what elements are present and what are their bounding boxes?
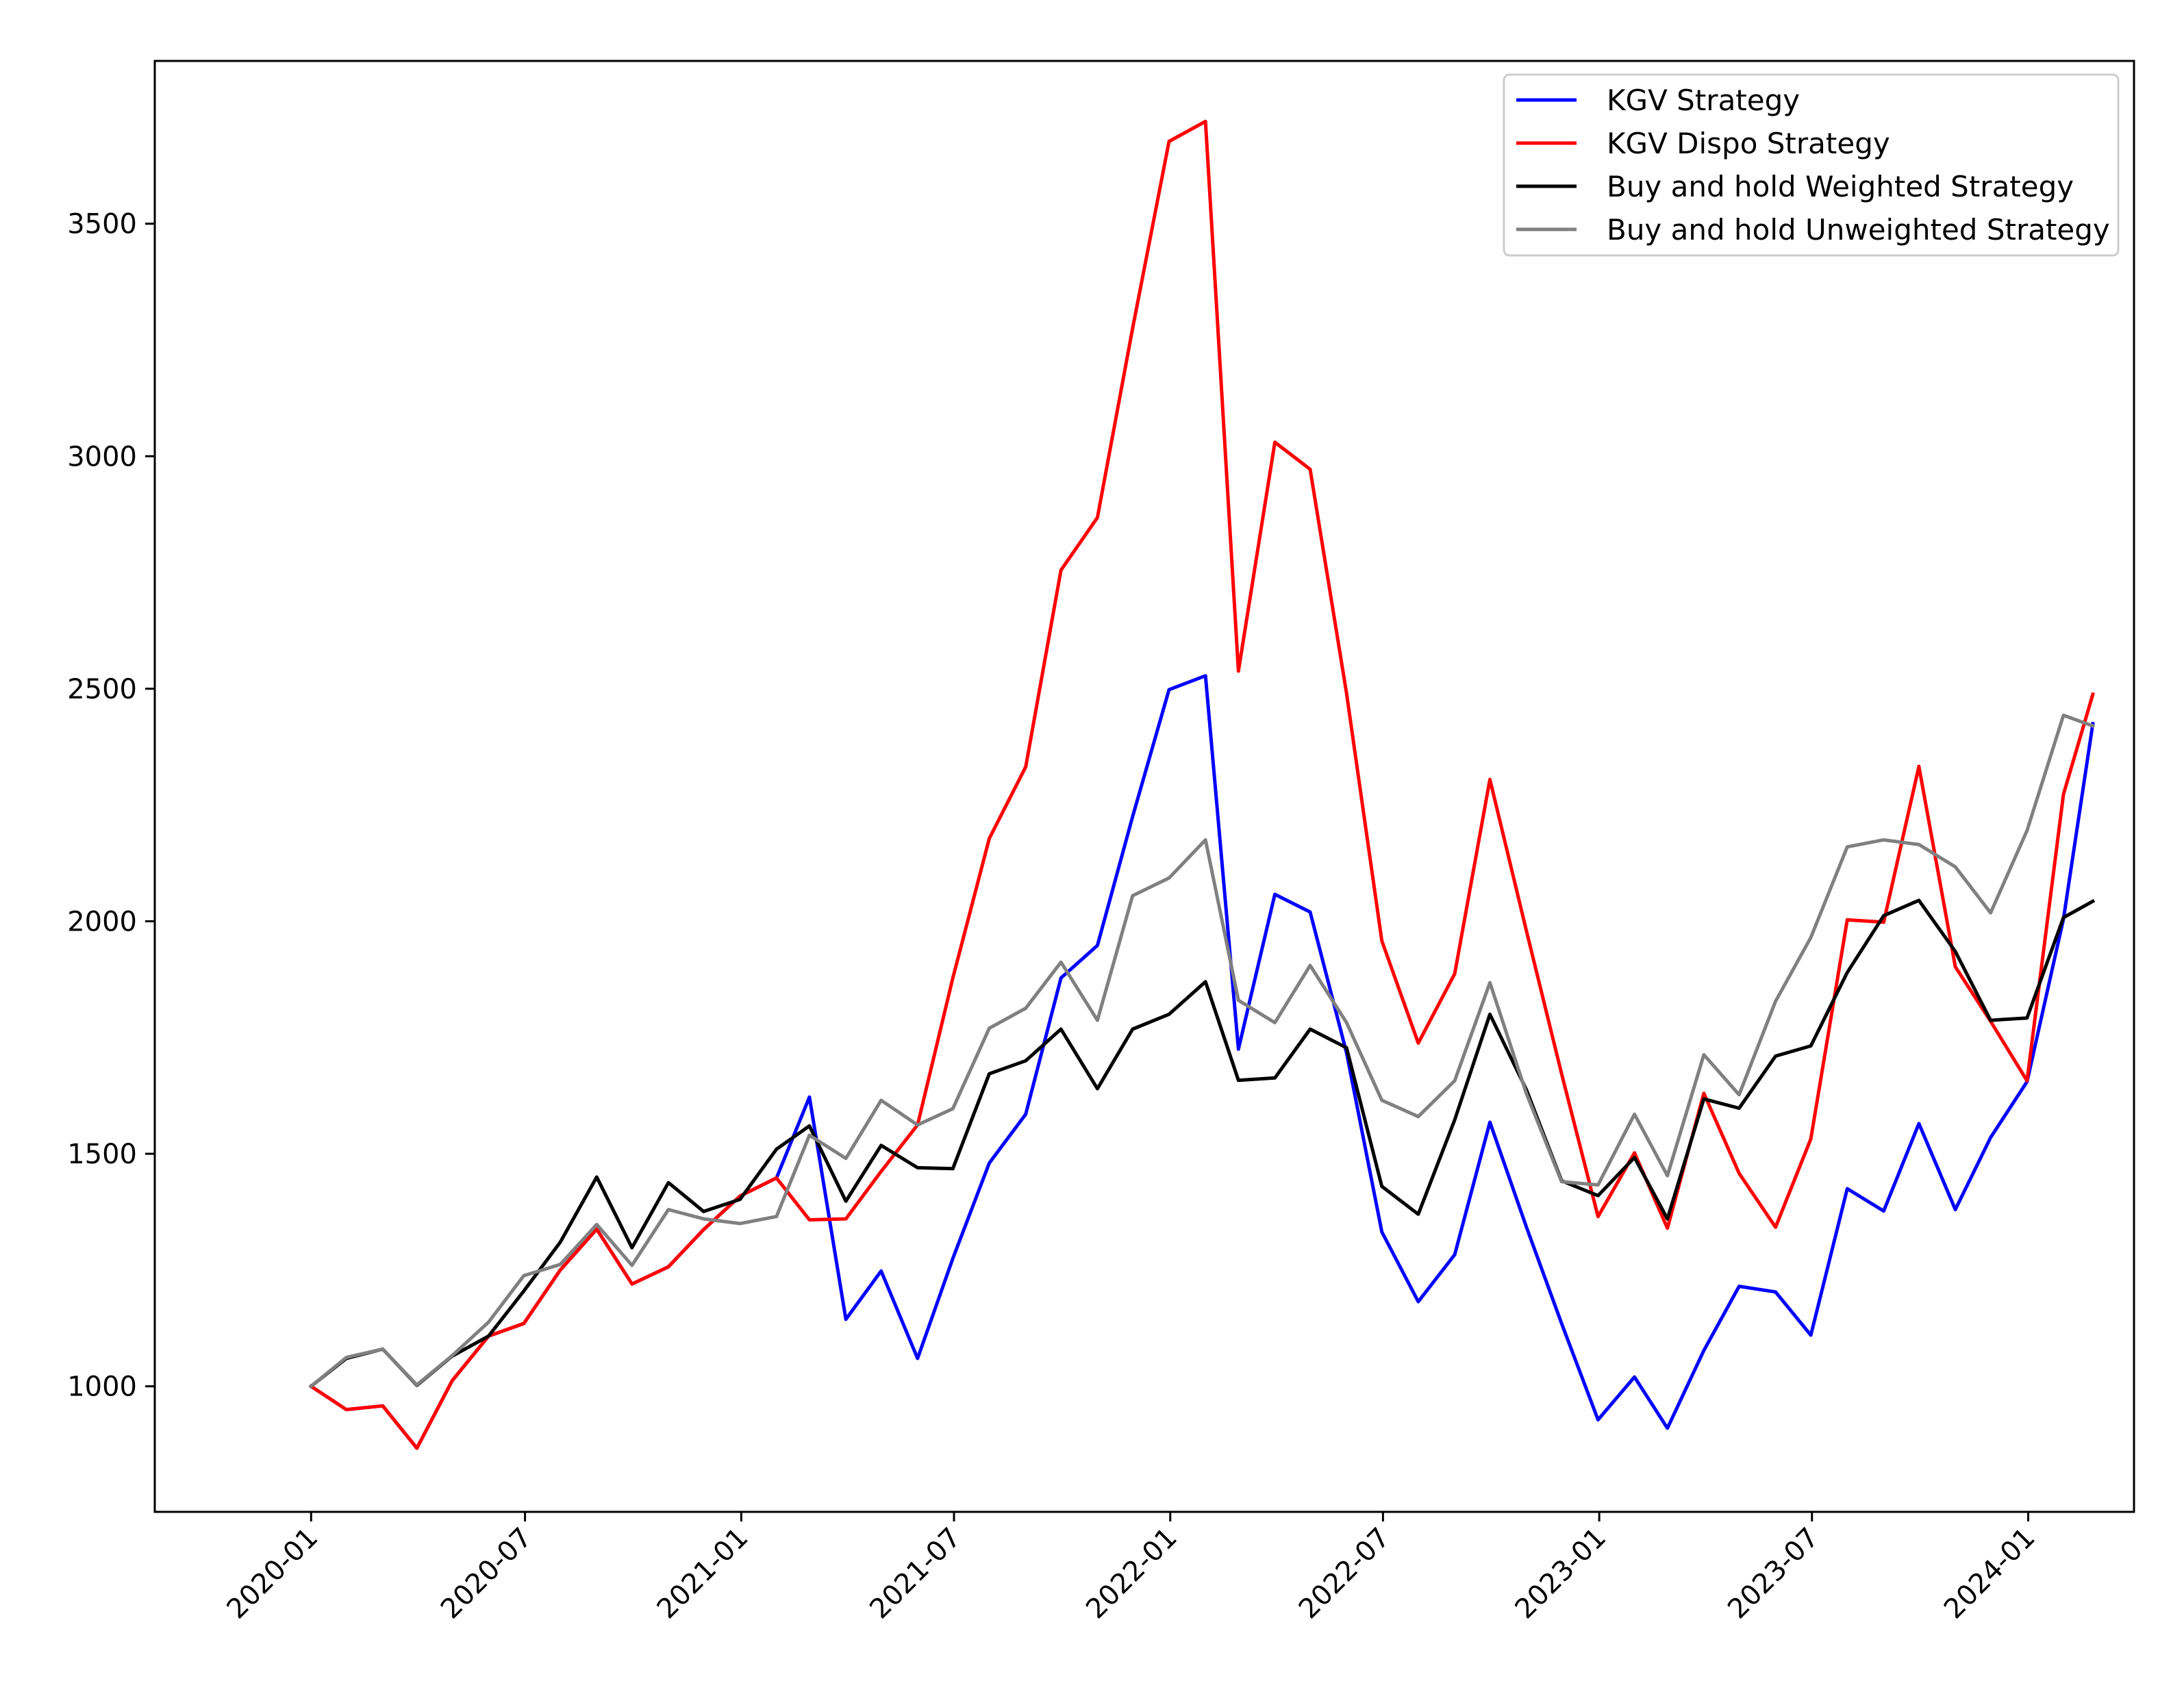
legend-label: KGV Strategy: [1607, 84, 1800, 117]
y-axis: 1000 1500 2000 2500 3000 3500: [67, 209, 155, 1403]
legend-label: Buy and hold Weighted Strategy: [1607, 170, 2074, 203]
plot-area: [153, 60, 2135, 1513]
legend-label: KGV Dispo Strategy: [1607, 127, 1890, 160]
legend-items: KGV Strategy KGV Dispo Strategy Buy and ho…: [1516, 84, 2110, 246]
series-line-2: [308, 898, 2096, 1389]
y-tick-label: 3000: [67, 441, 137, 472]
legend-box: [1503, 73, 2120, 257]
y-tick-label: 2500: [67, 674, 137, 705]
plot-frame: [153, 60, 2135, 1513]
legend-label: Buy and hold Unweighted Strategy: [1607, 213, 2110, 246]
y-tick-label: 3500: [67, 209, 137, 240]
y-tick-label: 1500: [67, 1139, 137, 1170]
series-line-1: [308, 119, 2096, 1450]
series-layer: [308, 119, 2096, 1450]
series-line-3: [308, 713, 2096, 1389]
legend: KGV Strategy KGV Dispo Strategy Buy and ho…: [1503, 73, 2120, 257]
plot-background: [155, 61, 2134, 1512]
y-tick-label: 2000: [67, 906, 137, 937]
y-tick-label: 1000: [67, 1371, 137, 1403]
